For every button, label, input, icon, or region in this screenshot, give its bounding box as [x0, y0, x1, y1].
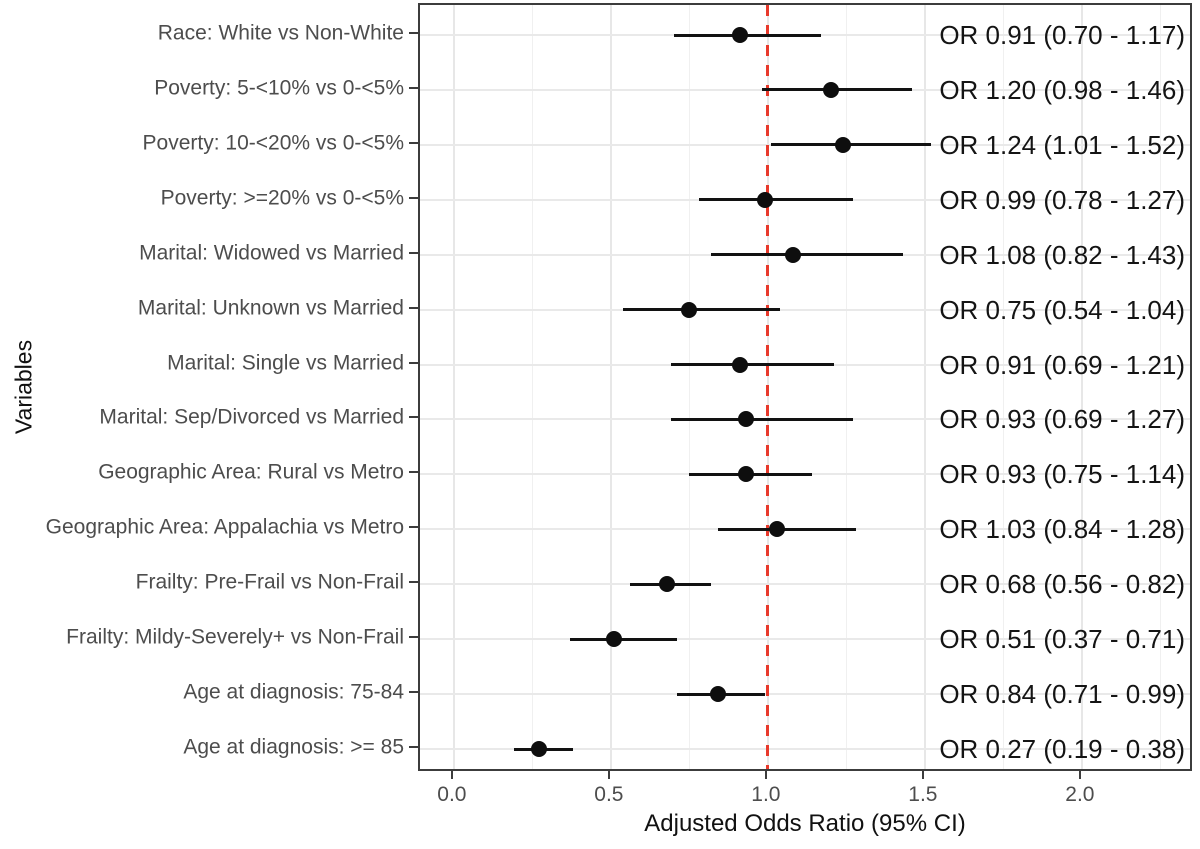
gridline-v-major [452, 5, 455, 769]
y-tick-mark [409, 196, 418, 199]
y-tick-mark [409, 416, 418, 419]
gridline-v-minor [531, 5, 533, 769]
x-tick-label: 1.0 [751, 783, 781, 806]
or-annotation: OR 1.08 (0.82 - 1.43) [939, 239, 1185, 270]
ci-bar [670, 417, 853, 421]
row-label: Geographic Area: Rural vs Metro [98, 460, 404, 484]
row-label: Marital: Unknown vs Married [137, 296, 404, 320]
or-annotation: OR 0.68 (0.56 - 0.82) [939, 569, 1185, 600]
gridline-v-major [1080, 5, 1083, 769]
x-tick-label: 2.0 [1065, 783, 1095, 806]
or-point [731, 356, 748, 373]
x-tick-mark [607, 771, 610, 779]
row-label: Age at diagnosis: 75-84 [183, 680, 404, 704]
or-point [681, 301, 698, 318]
or-point [756, 191, 773, 208]
gridline-v-minor [688, 5, 690, 769]
or-annotation: OR 0.91 (0.70 - 1.17) [939, 20, 1185, 50]
y-tick-mark [409, 746, 418, 748]
y-tick-mark [409, 691, 418, 694]
gridline-h [420, 693, 1190, 696]
y-tick-mark [409, 32, 418, 34]
row-label: Frailty: Pre-Frail vs Non-Frail [135, 570, 404, 594]
plot-panel: OR 0.91 (0.70 - 1.17) OR 1.20 (0.98 - 1.4… [418, 3, 1192, 771]
x-tick-mark [450, 771, 453, 779]
gridline-v-minor [845, 5, 847, 769]
or-annotation: OR 0.27 (0.19 - 0.38) [939, 734, 1185, 764]
ci-bar [570, 637, 677, 641]
row-label: Poverty: >=20% vs 0-<5% [160, 186, 404, 210]
ci-bar [717, 527, 856, 531]
y-tick-mark [409, 251, 418, 254]
or-annotation: OR 0.51 (0.37 - 0.71) [939, 624, 1185, 655]
or-point [785, 246, 802, 263]
or-point [731, 27, 748, 43]
or-point [659, 576, 676, 593]
row-label: Race: White vs Non-White [157, 21, 404, 45]
gridline-h [420, 638, 1190, 641]
reference-line [766, 5, 770, 769]
or-point [530, 741, 547, 757]
x-tick-mark [1078, 771, 1081, 779]
or-annotation: OR 0.91 (0.69 - 1.21) [939, 349, 1185, 380]
gridline-v-major [609, 5, 612, 769]
gridline-v-minor [1002, 5, 1004, 769]
gridline-v-major [923, 5, 926, 769]
gridline-v-minor [1159, 5, 1161, 769]
or-annotation: OR 0.93 (0.69 - 1.27) [939, 404, 1185, 435]
row-label: Geographic Area: Appalachia vs Metro [45, 515, 404, 539]
or-point [769, 521, 786, 538]
y-tick-mark [409, 636, 418, 639]
y-tick-mark [409, 86, 418, 89]
y-tick-mark [409, 306, 418, 309]
x-tick-label: 1.5 [908, 783, 938, 806]
or-annotation: OR 0.93 (0.75 - 1.14) [939, 459, 1185, 490]
row-label: Age at diagnosis: >= 85 [183, 735, 404, 759]
or-point [737, 411, 754, 428]
y-tick-mark [409, 361, 418, 364]
ci-bar [623, 308, 781, 312]
y-tick-mark [409, 581, 418, 584]
or-annotation: OR 0.99 (0.78 - 1.27) [939, 184, 1185, 215]
or-point [737, 466, 754, 483]
ci-bar [670, 363, 834, 367]
gridline-h [420, 748, 1190, 750]
or-annotation: OR 0.84 (0.71 - 0.99) [939, 679, 1185, 710]
row-label: Poverty: 10-<20% vs 0-<5% [142, 131, 404, 155]
ci-bar [771, 143, 932, 147]
or-point [835, 136, 852, 153]
or-point [822, 81, 839, 98]
y-tick-mark [409, 141, 418, 144]
row-label: Marital: Single vs Married [167, 351, 404, 375]
row-label: Marital: Sep/Divorced vs Married [99, 405, 404, 429]
row-label: Poverty: 5-<10% vs 0-<5% [154, 76, 404, 100]
x-tick-mark [921, 771, 924, 779]
row-label: Frailty: Mildy-Severely+ vs Non-Frail [66, 625, 404, 649]
or-annotation: OR 1.24 (1.01 - 1.52) [939, 129, 1185, 160]
or-point [606, 631, 623, 648]
or-point [709, 686, 726, 703]
or-annotation: OR 0.75 (0.54 - 1.04) [939, 294, 1185, 325]
x-axis-title: Adjusted Odds Ratio (95% CI) [644, 810, 966, 837]
or-annotation: OR 1.03 (0.84 - 1.28) [939, 514, 1185, 545]
ci-bar [711, 253, 903, 257]
x-tick-label: 0.0 [437, 783, 467, 806]
gridline-h [420, 308, 1190, 311]
gridline-h [420, 583, 1190, 586]
x-tick-mark [764, 771, 767, 779]
x-tick-label: 0.5 [594, 783, 624, 806]
y-tick-mark [409, 471, 418, 474]
row-label: Marital: Widowed vs Married [139, 241, 404, 265]
y-tick-mark [409, 526, 418, 529]
ci-bar [698, 198, 853, 202]
or-annotation: OR 1.20 (0.98 - 1.46) [939, 74, 1185, 105]
